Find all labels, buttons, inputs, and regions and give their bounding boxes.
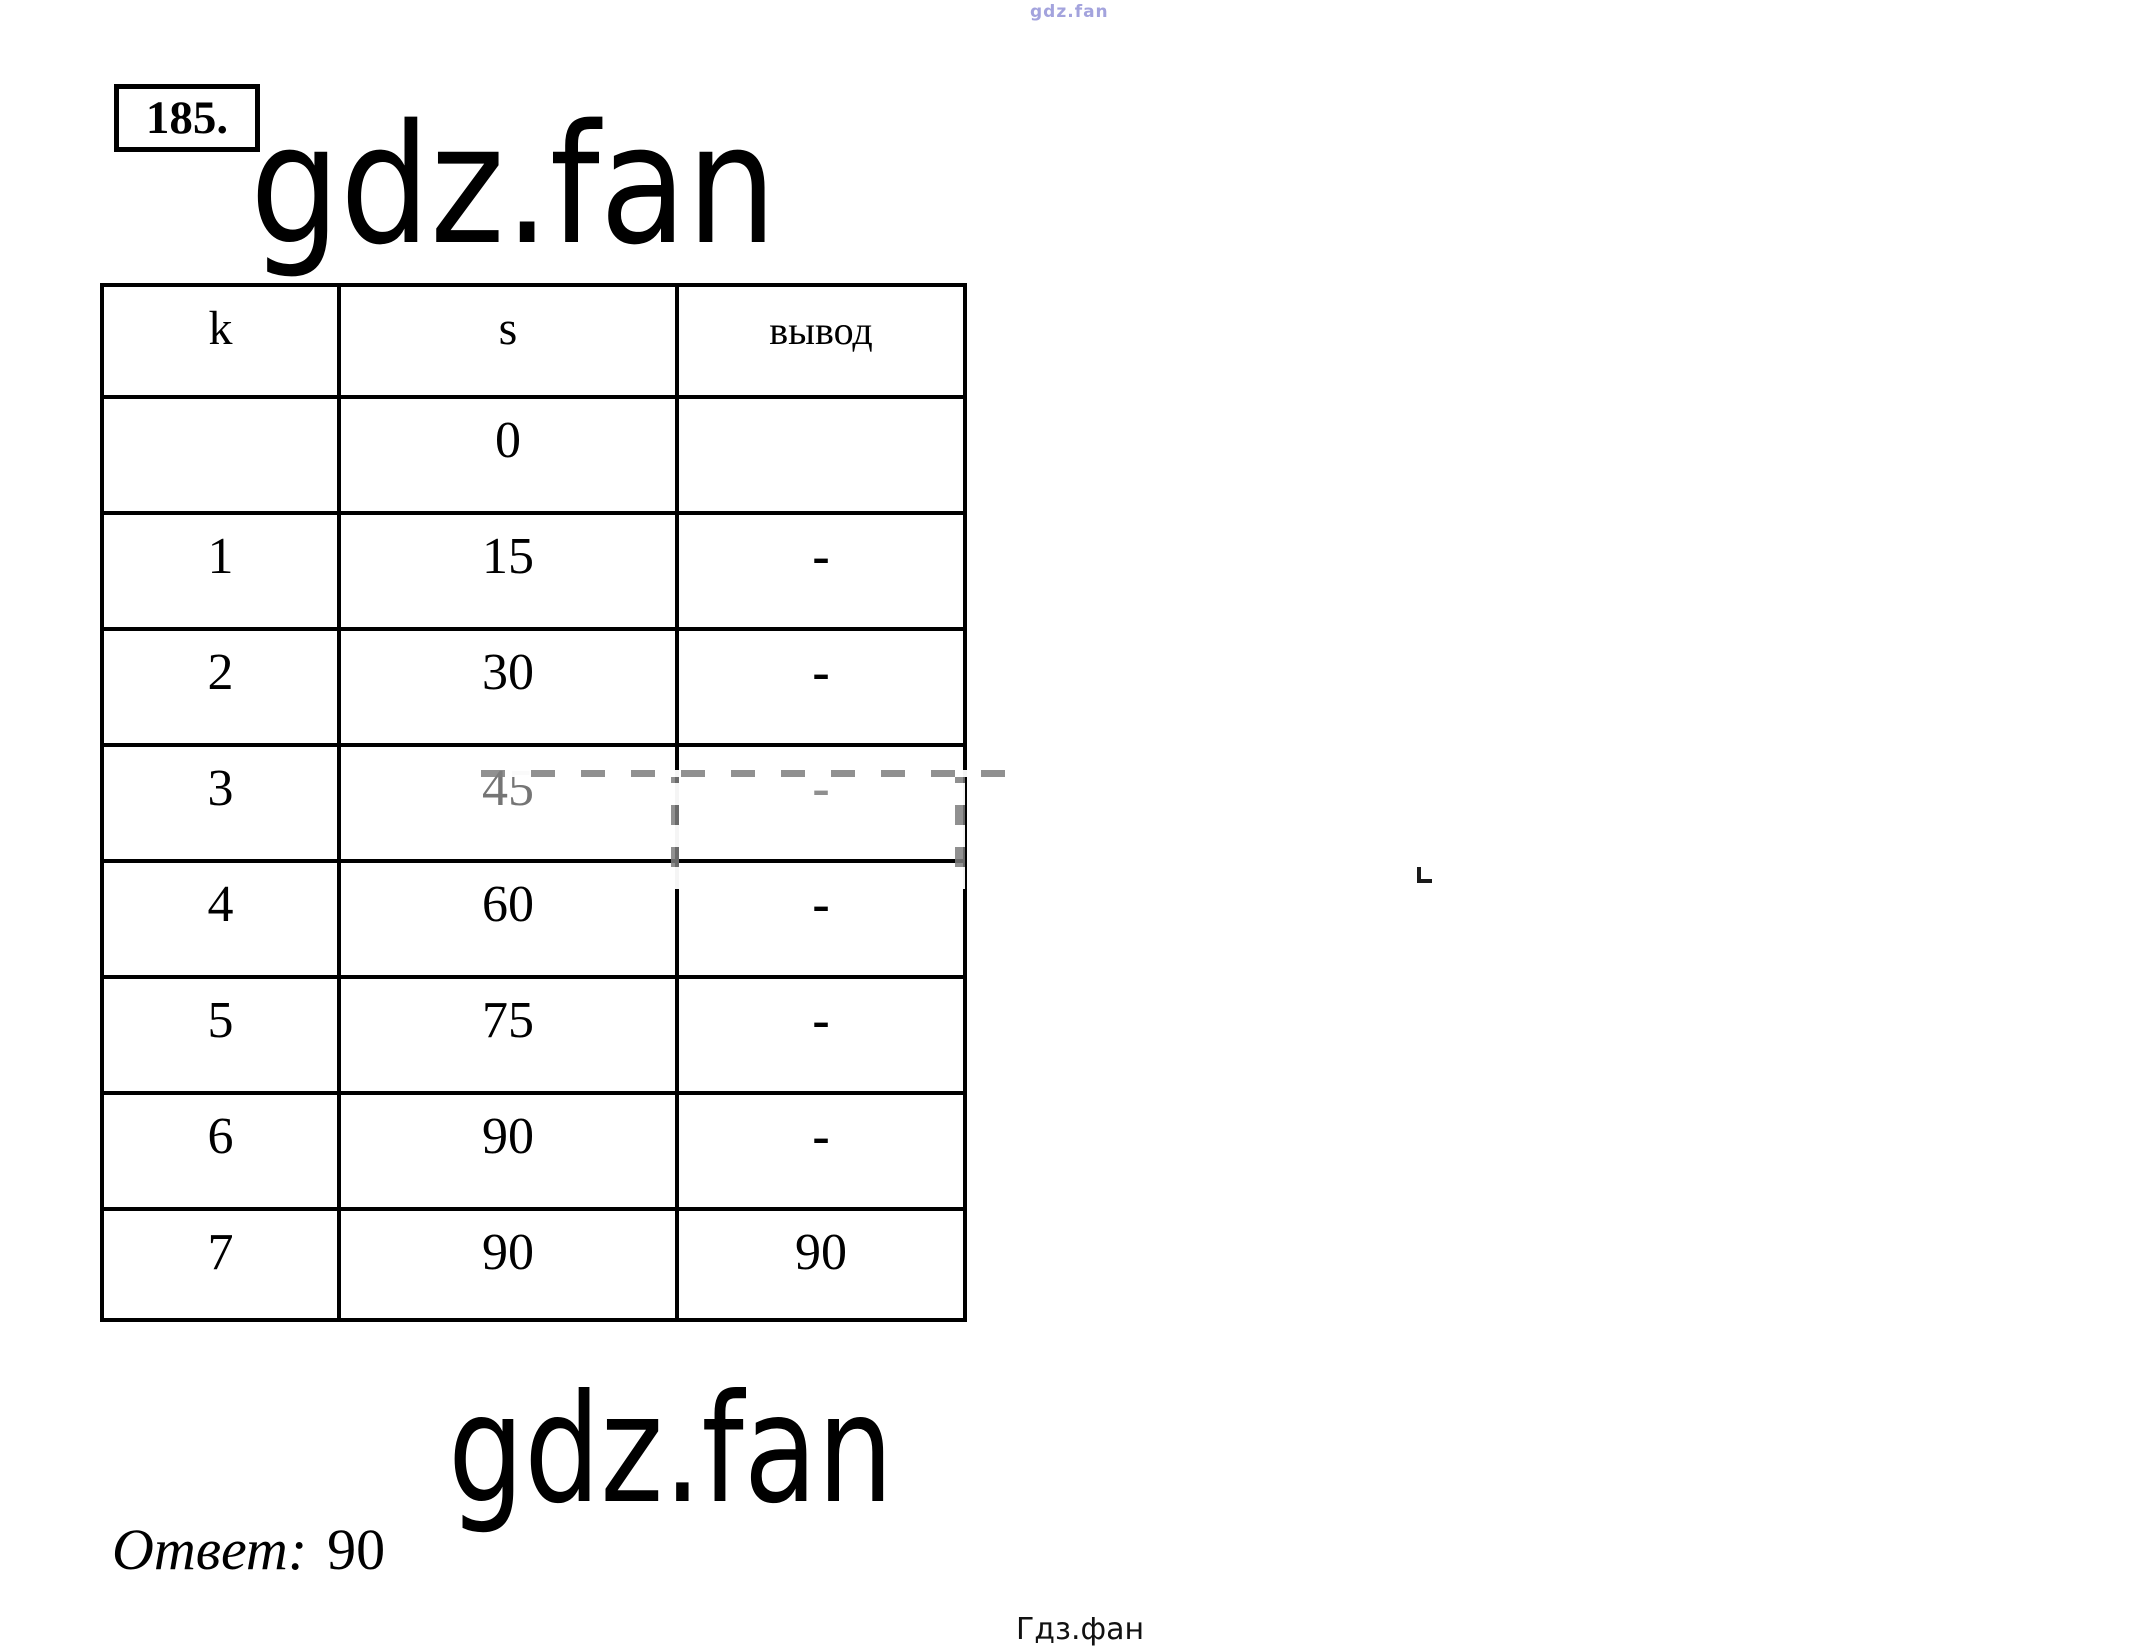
table-row: 7 90 90 (100, 1207, 967, 1322)
footer-site-name: Гдз.фан (1016, 1612, 1145, 1647)
table-row: 1 15 - (100, 511, 967, 631)
problem-number: 185. (145, 91, 229, 144)
cell-conclusion-0 (675, 395, 967, 515)
table-header-row: k s вывод (100, 283, 967, 399)
cell-s-0: 0 (337, 395, 679, 515)
watermark-top-small: gdz.fan (1030, 2, 1109, 22)
stray-corner-mark (1417, 867, 1432, 883)
watermark-bottom-large: gdz.fan (448, 1363, 894, 1537)
dashed-selection-top-edge (455, 770, 1007, 777)
header-conclusion: вывод (675, 283, 967, 399)
cell-conclusion-3: - (675, 743, 967, 863)
dashed-selection-left-edge (671, 777, 679, 889)
header-k: k (100, 283, 341, 399)
cell-k-0 (100, 395, 341, 515)
cell-k-6: 6 (100, 1091, 341, 1211)
watermark-top-large: gdz.fan (250, 89, 777, 281)
cell-k-4: 4 (100, 859, 341, 979)
cell-s-1: 15 (337, 511, 679, 631)
table-row: 6 90 - (100, 1091, 967, 1211)
table-row: 2 30 - (100, 627, 967, 747)
table-row: 4 60 - (100, 859, 967, 979)
table-row: 3 45 - (100, 743, 967, 863)
cell-conclusion-2: - (675, 627, 967, 747)
cell-s-3: 45 (337, 743, 679, 863)
problem-number-box: 185. (114, 84, 260, 152)
cell-s-2: 30 (337, 627, 679, 747)
cell-k-2: 2 (100, 627, 341, 747)
answer-label: Ответ: (112, 1517, 308, 1582)
header-s: s (337, 283, 679, 399)
table-row: 0 (100, 395, 967, 515)
cell-s-5: 75 (337, 975, 679, 1095)
cell-s-7: 90 (337, 1207, 679, 1322)
cell-conclusion-1: - (675, 511, 967, 631)
cell-s-6: 90 (337, 1091, 679, 1211)
cell-k-3: 3 (100, 743, 341, 863)
cell-conclusion-4: - (675, 859, 967, 979)
cell-s-4: 60 (337, 859, 679, 979)
cell-k-1: 1 (100, 511, 341, 631)
dashed-selection-right-edge (955, 777, 965, 889)
trace-table: k s вывод 0 1 15 - 2 30 - 3 45 (100, 283, 967, 1322)
cell-conclusion-5: - (675, 975, 967, 1095)
answer-line: Ответ: 90 (112, 1516, 385, 1583)
cell-k-7: 7 (100, 1207, 341, 1322)
table-row: 5 75 - (100, 975, 967, 1095)
cell-conclusion-7: 90 (675, 1207, 967, 1322)
cell-conclusion-6: - (675, 1091, 967, 1211)
answer-value: 90 (327, 1517, 386, 1582)
cell-k-5: 5 (100, 975, 341, 1095)
